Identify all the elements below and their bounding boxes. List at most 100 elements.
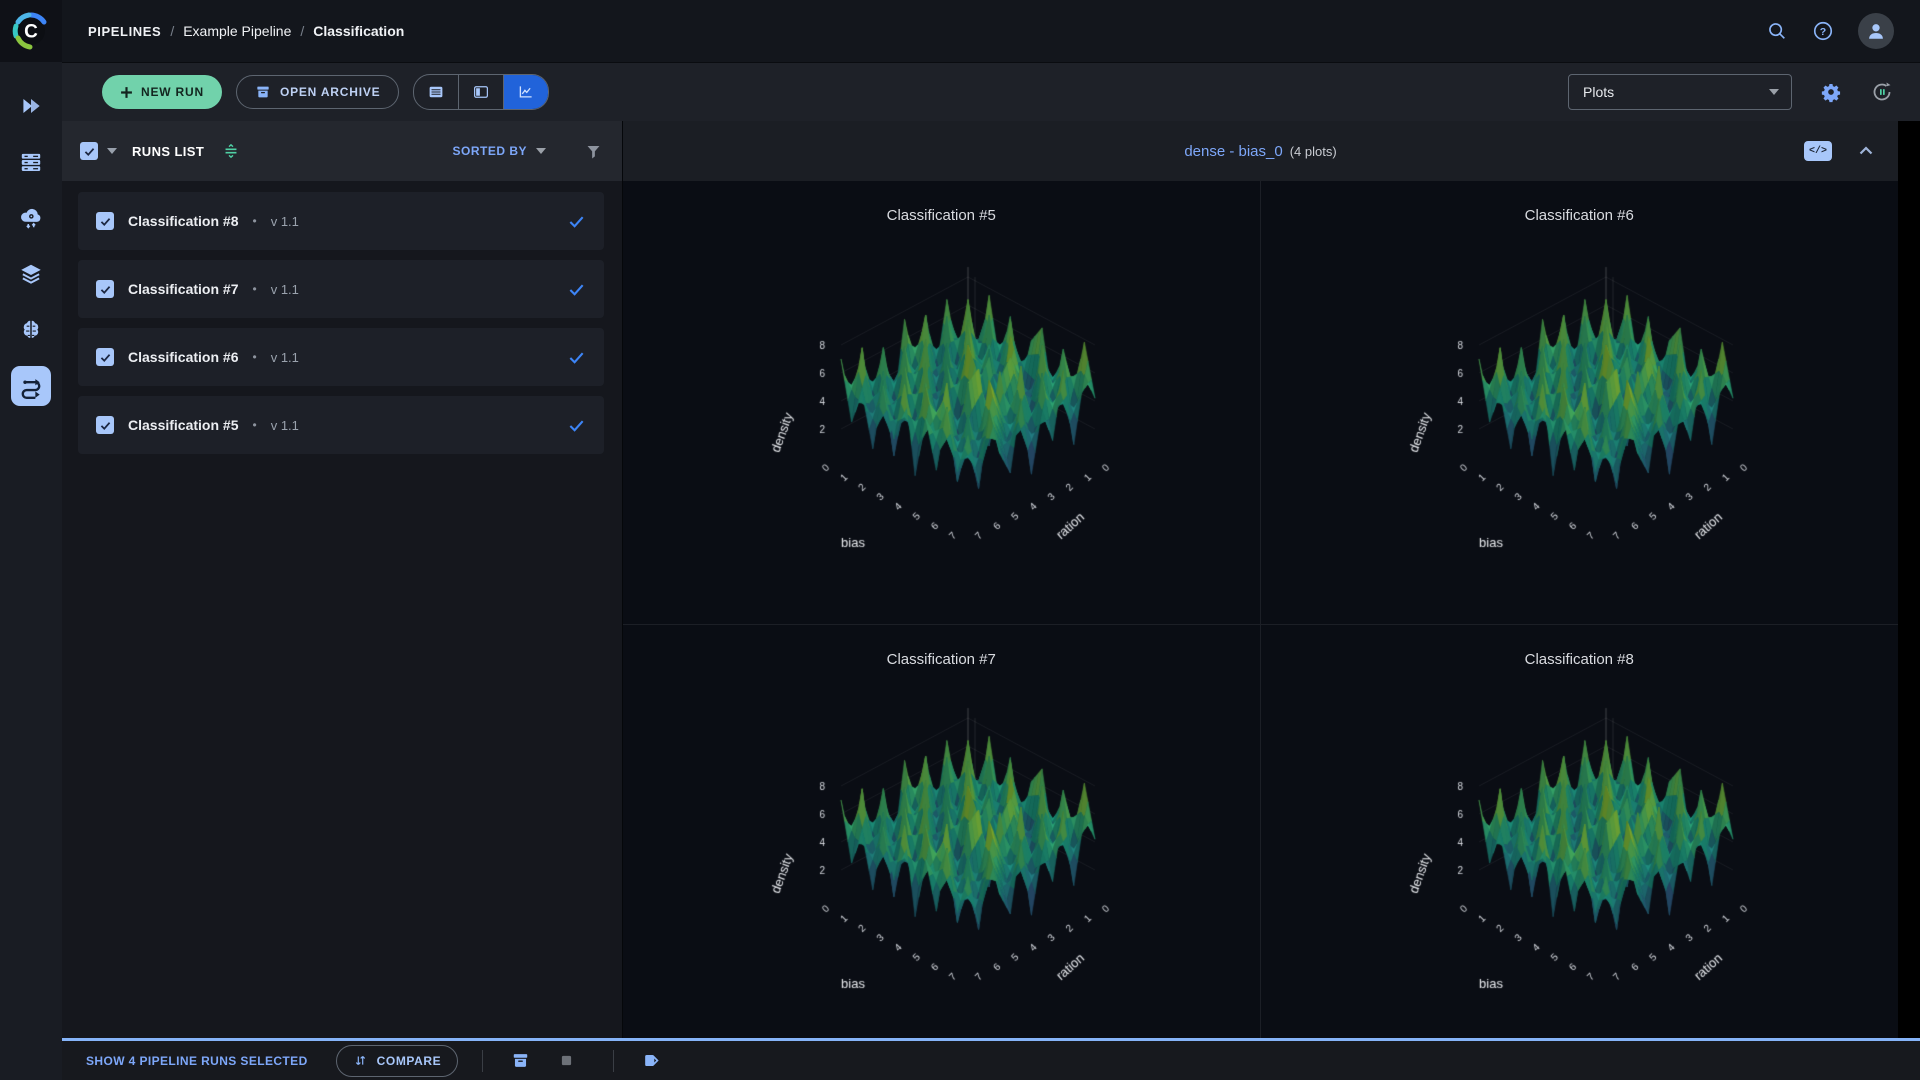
run-row-classification-5[interactable]: Classification #5 • v 1.1: [78, 396, 604, 454]
metric-view-value: Plots: [1583, 84, 1614, 100]
sidebar-item-pipelines[interactable]: [11, 366, 51, 406]
plot-title: Classification #8: [1525, 651, 1634, 668]
plots-grid: Classification #5 Classification #6 Clas…: [623, 181, 1898, 1038]
add-tag-button[interactable]: [634, 1046, 668, 1076]
run-version: v 1.1: [271, 214, 299, 229]
sidebar-item-autoscalers[interactable]: [11, 198, 51, 238]
surface-plot-canvas[interactable]: [1261, 670, 1897, 1038]
brain-icon: [18, 317, 44, 343]
split-view-toggle[interactable]: [458, 75, 503, 109]
sidebar-item-workers[interactable]: [11, 142, 51, 182]
select-all-caret-icon[interactable]: [107, 148, 117, 154]
avatar[interactable]: [1858, 13, 1894, 49]
footer-divider: [613, 1050, 614, 1072]
new-run-button[interactable]: NEW RUN: [102, 75, 222, 109]
toolbar: NEW RUN OPEN ARCHIVE: [62, 62, 1920, 121]
sidebar-nav: [11, 86, 51, 406]
sidebar-item-projects[interactable]: [11, 86, 51, 126]
plots-view-toggle[interactable]: [503, 75, 548, 109]
surface-plot-canvas[interactable]: [623, 229, 1259, 601]
clearml-logo-icon: C: [10, 10, 52, 52]
stop-icon: [558, 1052, 575, 1069]
check-icon: [99, 351, 112, 364]
double-chevron-icon: [18, 93, 44, 119]
plot-title: Classification #5: [887, 207, 996, 227]
chart-view-icon: [517, 83, 535, 101]
select-all-checkbox[interactable]: [80, 142, 98, 160]
sidebar-item-datasets[interactable]: [11, 254, 51, 294]
archive-icon: [255, 84, 271, 100]
plot-group-title[interactable]: dense - bias_0: [1184, 143, 1282, 160]
chevron-down-icon: [536, 148, 546, 154]
abort-selected-button[interactable]: [549, 1046, 583, 1076]
app-window: C: [0, 0, 1920, 1080]
embed-code-button[interactable]: </>: [1804, 141, 1832, 161]
surface-plot-canvas[interactable]: [1261, 229, 1897, 601]
sidebar: C: [0, 0, 62, 1080]
plot-cell-classification-5: Classification #5: [623, 181, 1261, 625]
check-icon: [99, 419, 112, 432]
layers-icon: [18, 261, 44, 287]
run-name: Classification #7: [128, 281, 239, 297]
reorder-icon[interactable]: [221, 141, 241, 161]
run-separator-dot: •: [253, 282, 257, 296]
selected-check-icon: [567, 212, 586, 231]
svg-text:C: C: [24, 22, 38, 43]
archive-icon: [511, 1051, 530, 1070]
app-logo[interactable]: C: [0, 0, 62, 62]
toolbar-right: Plots: [1568, 74, 1894, 110]
auto-refresh-icon[interactable]: [1870, 80, 1894, 104]
tag-icon: [642, 1051, 661, 1070]
run-name: Classification #8: [128, 213, 239, 229]
breadcrumb-separator: /: [300, 23, 304, 39]
content: RUNS LIST SORTED BY: [62, 121, 1920, 1038]
selection-count-label[interactable]: SHOW 4 PIPELINE RUNS SELECTED: [86, 1054, 308, 1068]
footer-divider: [482, 1050, 483, 1072]
sorted-by-button[interactable]: SORTED BY: [452, 144, 546, 158]
footer-bar: SHOW 4 PIPELINE RUNS SELECTED COMPARE: [62, 1038, 1920, 1080]
chevron-down-icon: [1769, 89, 1779, 95]
person-icon: [1865, 20, 1887, 42]
selected-check-icon: [567, 416, 586, 435]
pipelines-icon: [18, 373, 44, 399]
run-checkbox[interactable]: [96, 348, 114, 366]
run-checkbox[interactable]: [96, 212, 114, 230]
cloud-gear-icon: [18, 205, 44, 231]
breadcrumb-project[interactable]: Example Pipeline: [183, 23, 291, 39]
run-separator-dot: •: [253, 418, 257, 432]
help-icon[interactable]: ?: [1812, 20, 1834, 42]
runs-list: Classification #8 • v 1.1 Classification…: [62, 181, 622, 454]
breadcrumb-pipelines[interactable]: PIPELINES: [88, 24, 161, 39]
compare-button[interactable]: COMPARE: [336, 1045, 459, 1077]
run-separator-dot: •: [253, 350, 257, 364]
filter-funnel-icon: [585, 143, 602, 160]
open-archive-button[interactable]: OPEN ARCHIVE: [236, 75, 400, 109]
run-row-classification-6[interactable]: Classification #6 • v 1.1: [78, 328, 604, 386]
run-checkbox[interactable]: [96, 280, 114, 298]
runs-list-header: RUNS LIST SORTED BY: [62, 121, 622, 181]
compare-icon: [353, 1053, 368, 1068]
filter-button[interactable]: [585, 143, 602, 160]
plot-cell-classification-7: Classification #7: [623, 625, 1261, 1038]
metric-view-select[interactable]: Plots: [1568, 74, 1792, 110]
table-view-toggle[interactable]: [414, 75, 458, 109]
collapse-chevron-up-icon[interactable]: [1858, 143, 1874, 159]
run-name: Classification #6: [128, 349, 239, 365]
run-row-classification-7[interactable]: Classification #7 • v 1.1: [78, 260, 604, 318]
run-checkbox[interactable]: [96, 416, 114, 434]
scrollbar-gutter[interactable]: [1898, 121, 1920, 1038]
main-area: PIPELINES / Example Pipeline / Classific…: [62, 0, 1920, 1080]
plus-icon: [120, 86, 133, 99]
search-icon[interactable]: [1766, 20, 1788, 42]
new-run-label: NEW RUN: [141, 85, 204, 99]
topbar: PIPELINES / Example Pipeline / Classific…: [62, 0, 1920, 62]
check-icon: [99, 283, 112, 296]
check-icon: [99, 215, 112, 228]
surface-plot-canvas[interactable]: [623, 670, 1259, 1038]
settings-gear-icon[interactable]: [1820, 81, 1842, 103]
run-row-classification-8[interactable]: Classification #8 • v 1.1: [78, 192, 604, 250]
sidebar-item-models[interactable]: [11, 310, 51, 350]
selected-check-icon: [567, 280, 586, 299]
archive-selected-button[interactable]: [503, 1046, 537, 1076]
breadcrumb-current: Classification: [313, 23, 404, 39]
